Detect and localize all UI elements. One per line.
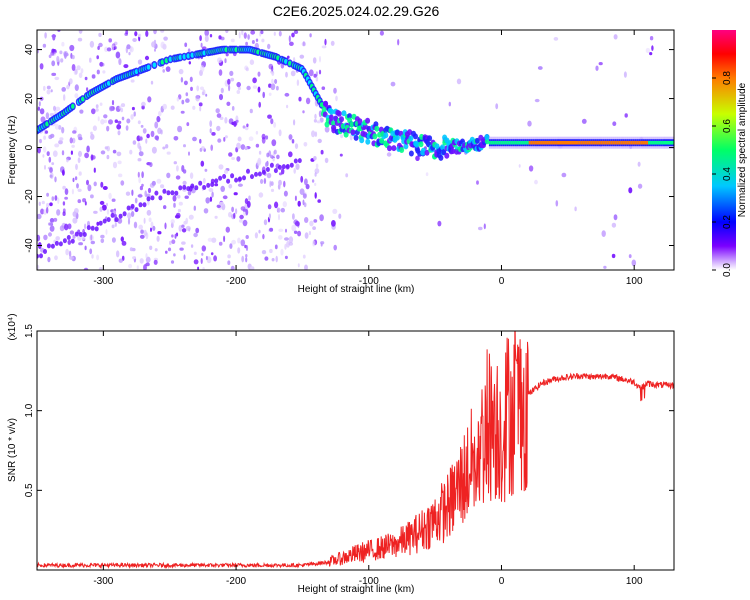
spectrogram-frame: [36, 29, 675, 271]
spectrogram-x-tick-label: -300: [93, 276, 113, 287]
colorbar-tick-label: 0.8: [722, 71, 733, 85]
colorbar-tick-label: 0.0: [722, 263, 733, 277]
spectrogram-noise: [37, 30, 674, 270]
snr-series-line: [37, 331, 674, 570]
spectrogram-plot-area: [37, 30, 674, 270]
snr-x-tick-label: -300: [93, 576, 113, 587]
snr-y-multiplier: (x10⁴): [7, 313, 18, 340]
snr-frame: [36, 330, 675, 571]
spectrogram-x-tick-label: 100: [626, 276, 643, 287]
colorbar-tick-label: 0.6: [722, 119, 733, 133]
snr-x-label: Height of straight line (km): [298, 584, 415, 595]
spectrogram-x-label: Height of straight line (km): [298, 284, 415, 295]
snr-y-label: SNR (10 * v/v): [7, 418, 18, 482]
spectrogram-y-tick-label: 40: [24, 44, 35, 56]
snr-plot-area: [37, 331, 674, 570]
snr-x-tick-label: -100: [359, 576, 379, 587]
colorbar-gradient: [712, 30, 736, 270]
snr-y-tick-label: 1.5: [24, 324, 35, 338]
colorbar-tick-label: 0.4: [722, 167, 733, 181]
snr-x-tick-label: 0: [499, 576, 505, 587]
snr-y-tick-label: 1.0: [24, 403, 35, 417]
chart-title: C2E6.2025.024.02.29.G26: [273, 3, 440, 19]
spectrogram-y-label: Frequency (Hz): [7, 116, 18, 185]
spectrogram-y-tick-label: -20: [24, 189, 35, 204]
snr-panel: -300 -200 -100 0 100 0.5 1.0 1.5 Height of stra…: [7, 313, 675, 595]
spectrogram-background: [37, 30, 674, 270]
spectrogram-y-tick-label: 20: [24, 93, 35, 105]
snr-x-tick-label: -200: [226, 576, 246, 587]
colorbar-label: Normalized spectral amplitude: [737, 82, 748, 217]
main-tone: [37, 45, 674, 161]
secondary-tone: [37, 158, 302, 259]
spectrogram-x-tick-label: -100: [359, 276, 379, 287]
snr-axes: -300 -200 -100 0 100 0.5 1.0 1.5: [24, 324, 674, 587]
spectrogram-y-tick-label: 0: [24, 144, 35, 150]
colorbar: 0.0 0.2 0.4 0.6 0.8 Normalized spectral ampl…: [712, 30, 748, 277]
colorbar-ticks: 0.0 0.2 0.4 0.6 0.8: [712, 71, 733, 277]
snr-x-tick-label: 100: [626, 576, 643, 587]
snr-y-tick-label: 0.5: [24, 483, 35, 497]
colorbar-tick-label: 0.2: [722, 215, 733, 229]
spectrogram-y-tick-label: -40: [24, 238, 35, 253]
spectrogram-x-tick-label: 0: [499, 276, 505, 287]
spectrogram-x-tick-label: -200: [226, 276, 246, 287]
